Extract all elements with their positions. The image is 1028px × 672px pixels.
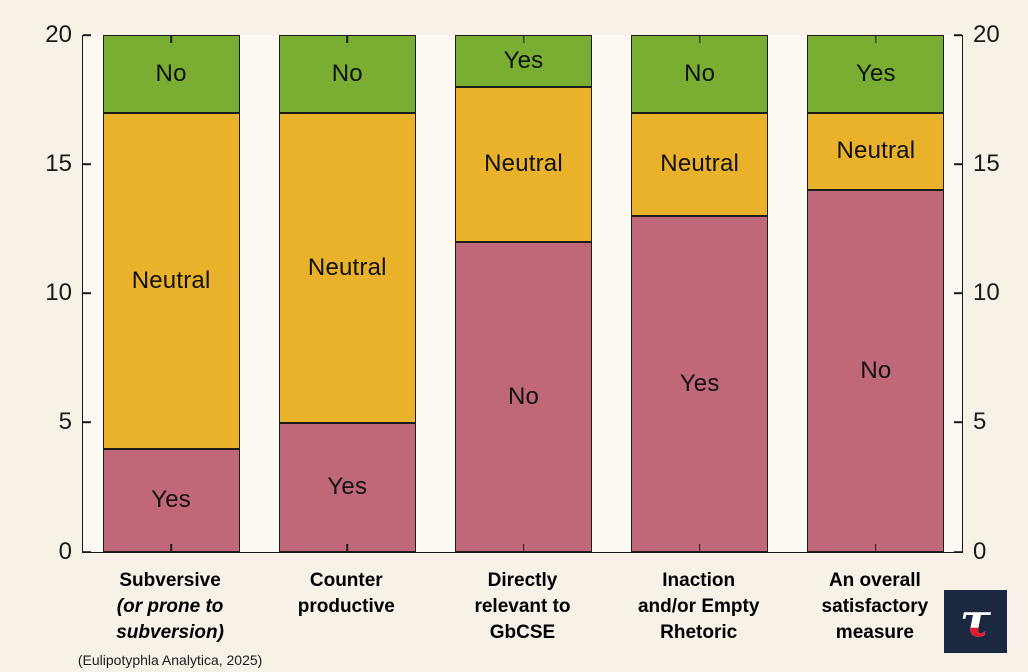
category-label-line: satisfactory (821, 596, 929, 617)
y-tick-right (954, 550, 962, 553)
segment-label: Neutral (131, 266, 211, 294)
category-label-line: An overall (828, 570, 921, 591)
y-tick-label-right: 15 (973, 150, 1000, 178)
x-tick-top (875, 35, 877, 43)
y-tick-label-left: 5 (58, 408, 72, 436)
category-label-line: relevant to (474, 596, 571, 617)
bar-segment-neutral: Neutral (102, 112, 240, 449)
y-tick-right (954, 34, 962, 36)
bar-segment-no: No (807, 190, 945, 552)
source-footnote: (Eulipotyphla Analytica, 2025) (77, 652, 263, 668)
bar-segment-yes: Yes (455, 35, 592, 87)
segment-label: No (507, 382, 540, 410)
x-tick-bottom (170, 544, 172, 552)
segment-label: Neutral (836, 137, 916, 165)
segment-label: Yes (679, 369, 720, 397)
y-tick-label-left: 20 (45, 21, 72, 48)
category-label-line: (or prone to (116, 596, 224, 617)
category-label-line: subversion) (116, 622, 224, 643)
x-tick-top (170, 35, 172, 43)
y-tick-label-left: 10 (45, 279, 72, 307)
bar-segment-neutral: Neutral (807, 112, 945, 191)
x-tick-bottom (875, 544, 877, 552)
category-label-line: Inaction (662, 570, 736, 591)
segment-label: No (155, 59, 187, 87)
y-tick-left (83, 34, 91, 36)
y-tick-left (83, 292, 91, 295)
y-tick-right (954, 292, 962, 295)
x-tick-bottom (522, 544, 525, 552)
segment-label: Neutral (660, 150, 740, 178)
segment-label: Yes (327, 473, 368, 501)
tau-glyph-white: τ (960, 592, 991, 647)
bar-segment-neutral: Neutral (631, 112, 769, 216)
segment-label: Neutral (307, 253, 387, 281)
segment-label: No (684, 59, 716, 87)
stacked-bar: Yes Neutral No (278, 35, 416, 552)
x-tick-bottom (698, 544, 701, 552)
x-tick-top (346, 35, 349, 43)
x-tick-top (698, 35, 701, 43)
bar-segment-no: No (102, 35, 240, 113)
y-tick-label-left: 0 (58, 537, 72, 565)
category-label-line: measure (835, 622, 914, 643)
stacked-bar: Yes Neutral No (631, 35, 769, 552)
tau-logo: τ τ (944, 590, 1007, 653)
x-axis-category-labels: Subversive (or prone to subversion) (Eulipo… (0, 568, 1028, 672)
bar-segment-yes: Yes (102, 448, 240, 552)
y-tick-label-right: 5 (973, 408, 987, 436)
bar-segment-yes: Yes (631, 215, 769, 552)
y-tick-right (954, 163, 962, 165)
tau-glyph-red-tip: τ (960, 592, 991, 647)
stacked-bar: No Neutral Yes (455, 35, 592, 552)
bar-segment-yes: Yes (278, 422, 416, 552)
segment-label: Yes (856, 59, 896, 87)
x-tick-top (522, 35, 525, 43)
stacked-bar: Yes Neutral No (102, 35, 240, 552)
category-label: Counter productive (298, 568, 395, 620)
bar-segment-yes: Yes (807, 35, 945, 113)
category-label: Inaction and/or Empty Rhetoric (638, 568, 759, 646)
y-tick-right (954, 421, 962, 424)
category-label-line: GbCSE (489, 622, 556, 643)
segment-label: Yes (503, 46, 544, 74)
bar-segment-no: No (455, 241, 592, 552)
bar-segment-neutral: Neutral (455, 86, 592, 242)
tau-icon: τ τ (944, 590, 1007, 653)
stacked-bar: No Neutral Yes (807, 35, 945, 552)
category-label: Directly relevant to GbCSE (474, 568, 570, 646)
y-tick-label-right: 0 (973, 537, 987, 565)
segment-label: Neutral (484, 150, 563, 178)
bar-segment-no: No (631, 35, 769, 113)
bar-segment-no: No (278, 35, 416, 113)
category-label-line: Subversive (119, 570, 221, 591)
segment-label: No (860, 357, 892, 385)
category-label-line: Counter (309, 570, 383, 591)
segment-label: No (331, 59, 363, 87)
category-label: An overall satisfactory measure (822, 568, 929, 646)
category-label-line: productive (297, 596, 395, 617)
y-tick-label-right: 20 (973, 21, 1000, 48)
y-tick-label-left: 15 (45, 150, 72, 178)
bar-segment-neutral: Neutral (278, 112, 416, 423)
category-label-line: Directly (487, 570, 558, 591)
y-tick-left (83, 550, 91, 553)
x-tick-bottom (346, 544, 349, 552)
plot-area: Yes Neutral No Yes Neutral No No Neutral Yes Yes N… (82, 34, 963, 553)
y-tick-left (83, 421, 91, 424)
category-label-line: Rhetoric (660, 622, 738, 643)
y-tick-left (83, 163, 91, 165)
category-label: Subversive (or prone to subversion) (116, 568, 224, 646)
category-label-line: and/or Empty (637, 596, 760, 617)
segment-label: Yes (151, 486, 191, 514)
y-tick-label-right: 10 (973, 279, 1000, 307)
